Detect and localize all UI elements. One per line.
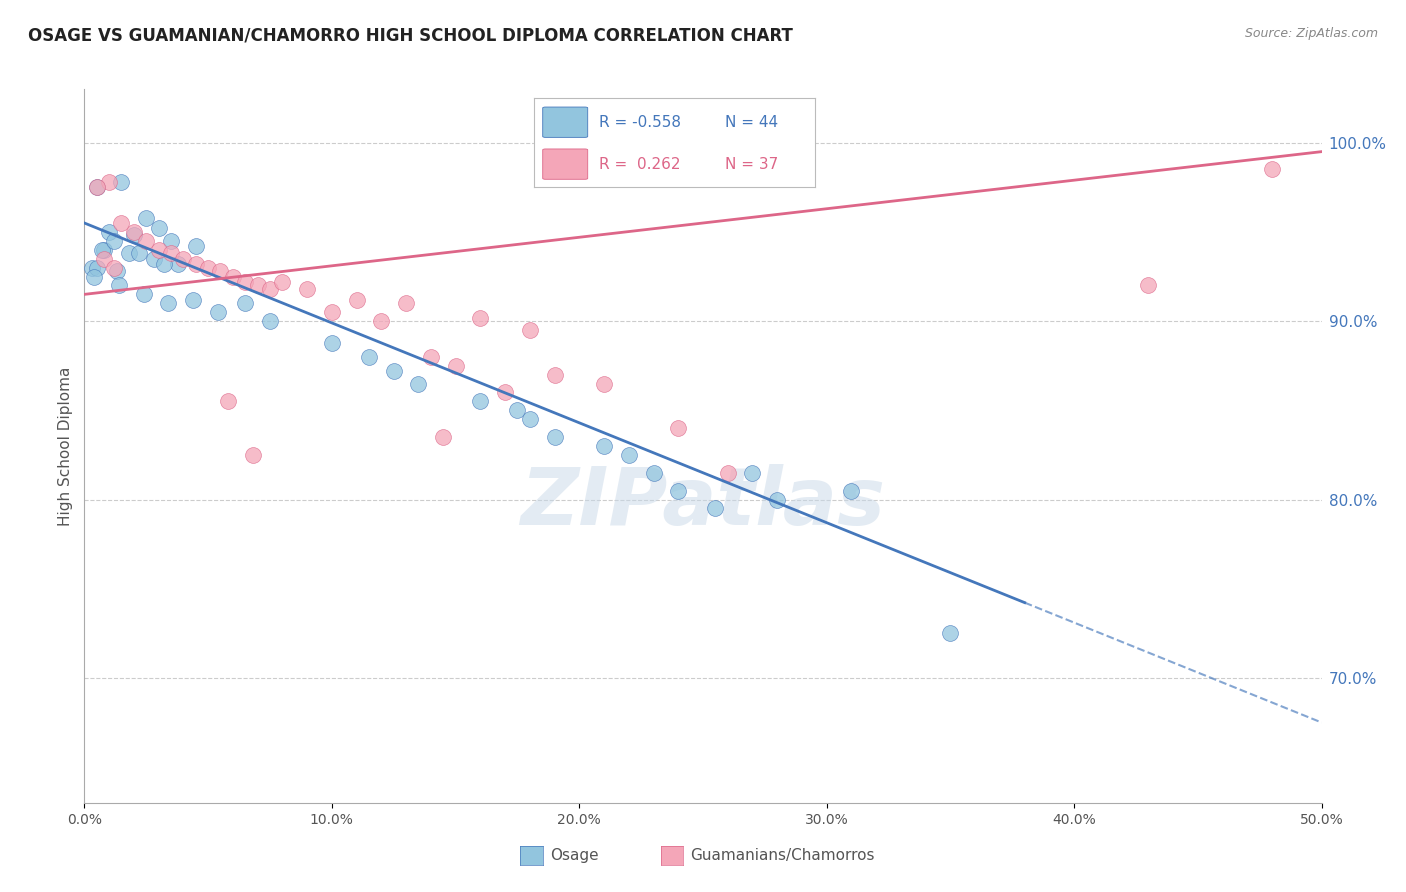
- Point: [181, 293, 204, 307]
- Point: [295, 282, 318, 296]
- Point: [172, 252, 194, 266]
- Point: [246, 278, 269, 293]
- Point: [346, 293, 368, 307]
- Y-axis label: High School Diploma: High School Diploma: [58, 367, 73, 525]
- Point: [217, 394, 239, 409]
- Point: [666, 421, 689, 435]
- Point: [432, 430, 454, 444]
- Point: [321, 335, 343, 350]
- Point: [142, 252, 165, 266]
- Point: [704, 501, 727, 516]
- Point: [259, 314, 281, 328]
- Point: [444, 359, 467, 373]
- Point: [105, 264, 128, 278]
- Point: [766, 492, 789, 507]
- Point: [939, 626, 962, 640]
- Point: [259, 282, 281, 296]
- Point: [132, 287, 155, 301]
- Point: [543, 368, 565, 382]
- Point: [135, 234, 157, 248]
- Point: [1261, 162, 1284, 177]
- Point: [233, 275, 256, 289]
- Point: [357, 350, 380, 364]
- Point: [1137, 278, 1160, 293]
- Point: [93, 252, 115, 266]
- Text: Guamanians/Chamorros: Guamanians/Chamorros: [690, 848, 875, 863]
- Point: [86, 260, 108, 275]
- Point: [666, 483, 689, 498]
- Point: [90, 243, 112, 257]
- Point: [321, 305, 343, 319]
- Point: [108, 278, 131, 293]
- Point: [470, 394, 492, 409]
- Point: [98, 175, 121, 189]
- Point: [271, 275, 294, 289]
- Point: [717, 466, 740, 480]
- Point: [83, 269, 105, 284]
- Point: [122, 225, 145, 239]
- Point: [242, 448, 264, 462]
- Point: [148, 221, 170, 235]
- Point: [184, 257, 207, 271]
- Text: R =  0.262: R = 0.262: [599, 157, 681, 171]
- Point: [160, 246, 183, 260]
- Point: [370, 314, 392, 328]
- Point: [110, 216, 132, 230]
- Text: N = 44: N = 44: [725, 115, 779, 129]
- Point: [470, 310, 492, 325]
- Point: [643, 466, 665, 480]
- Point: [80, 260, 103, 275]
- Text: N = 37: N = 37: [725, 157, 779, 171]
- Point: [86, 180, 108, 194]
- Point: [617, 448, 640, 462]
- Point: [543, 430, 565, 444]
- Text: Source: ZipAtlas.com: Source: ZipAtlas.com: [1244, 27, 1378, 40]
- Point: [519, 412, 541, 426]
- Point: [209, 264, 232, 278]
- Point: [148, 243, 170, 257]
- Point: [103, 234, 125, 248]
- Point: [122, 228, 145, 243]
- Point: [160, 234, 183, 248]
- Point: [93, 243, 115, 257]
- FancyBboxPatch shape: [543, 149, 588, 179]
- Point: [382, 364, 405, 378]
- Point: [233, 296, 256, 310]
- Point: [419, 350, 441, 364]
- Point: [494, 385, 516, 400]
- Point: [184, 239, 207, 253]
- Point: [519, 323, 541, 337]
- Point: [841, 483, 863, 498]
- Point: [741, 466, 763, 480]
- Point: [593, 376, 616, 391]
- Point: [98, 225, 121, 239]
- Point: [118, 246, 141, 260]
- Text: Osage: Osage: [550, 848, 599, 863]
- Point: [408, 376, 430, 391]
- Point: [207, 305, 229, 319]
- Text: ZIPatlas: ZIPatlas: [520, 464, 886, 542]
- Point: [103, 260, 125, 275]
- Point: [167, 257, 190, 271]
- Text: R = -0.558: R = -0.558: [599, 115, 681, 129]
- Point: [593, 439, 616, 453]
- Text: OSAGE VS GUAMANIAN/CHAMORRO HIGH SCHOOL DIPLOMA CORRELATION CHART: OSAGE VS GUAMANIAN/CHAMORRO HIGH SCHOOL …: [28, 27, 793, 45]
- FancyBboxPatch shape: [543, 107, 588, 137]
- Point: [222, 269, 245, 284]
- Point: [152, 257, 174, 271]
- Point: [395, 296, 418, 310]
- Point: [506, 403, 529, 417]
- Point: [128, 246, 150, 260]
- Point: [157, 296, 180, 310]
- Point: [86, 180, 108, 194]
- Point: [110, 175, 132, 189]
- Point: [197, 260, 219, 275]
- Point: [135, 211, 157, 225]
